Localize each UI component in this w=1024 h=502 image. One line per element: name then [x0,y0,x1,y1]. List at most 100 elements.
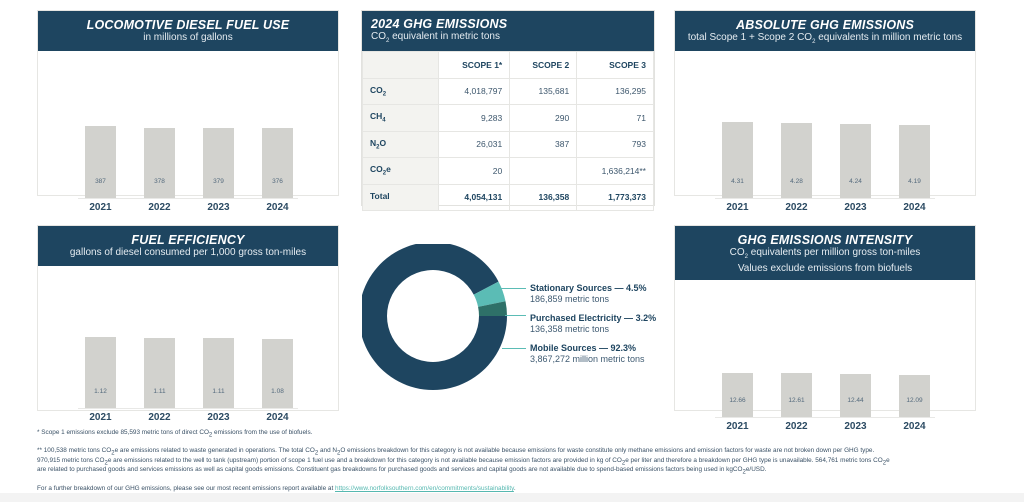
footnote-text: * Scope 1 emissions exclude 85,593 metri… [37,429,209,436]
row-label-text: Total [370,190,390,201]
footnote-text: e per liter and therefore a breakdown pe… [625,456,883,464]
bar-2022 [781,373,812,417]
table-cell [509,157,578,185]
row-label-suffix: O [379,137,387,148]
bar-2024 [899,375,930,417]
x-tick-label: 2023 [207,412,230,423]
table-cell: 26,031 [437,130,511,158]
table-cell: 20 [437,157,511,185]
bar-value-label: 4.28 [790,178,803,185]
x-tick-label: 2023 [207,202,230,213]
table-cell: 9,283 [437,104,511,132]
fuel-efficiency-card: FUEL EFFICIENCY gallons of diesel consum… [37,225,339,423]
slice-name: Purchased Electricity [530,313,622,323]
x-tick-label: 2022 [785,421,808,432]
subtitle-text: equivalent in metric tons [389,31,500,42]
bar-2024 [262,339,293,408]
bar-2024 [262,128,293,198]
subscript: 2 [382,171,387,178]
footnote-report-link-line: For a further breakdown of our GHG emiss… [37,484,516,494]
bar-2022 [144,337,175,408]
bar-value-label: 12.44 [847,397,864,404]
subscript: 2 [742,469,746,476]
legend-label: Mobile Sources — 92.3% [530,343,645,354]
fuel-use-title: LOCOMOTIVE DIESEL FUEL USE [86,18,290,32]
donut-slice-mobile [362,244,507,390]
x-tick-label: 2024 [903,421,926,432]
table-row: N2O 26,031 387 793 [362,130,654,158]
sustainability-report-link[interactable]: https://www.norfolksouthern.com/en/commi… [335,485,514,492]
table-cell: 793 [576,130,654,158]
bar-value-label: 12.66 [729,397,746,404]
row-label: CO2e [362,157,439,185]
column-header-scope1: SCOPE 1* [437,51,511,79]
bar-2021 [85,126,116,198]
table-row: CO2e 20 1,636,214** [362,157,654,185]
subscript: 2 [744,254,749,260]
x-tick-label: 2024 [266,202,289,213]
bar-value-label: 379 [213,178,224,185]
ghg-table-header: 2024 GHG EMISSIONS CO2 equivalent in met… [362,11,654,51]
table-row: Total 4,054,131 136,358 1,773,373 [362,183,654,211]
x-tick-label: 2021 [89,412,112,423]
subscript: 2 [104,459,108,466]
bar-2021 [85,336,116,408]
slice-name: Mobile Sources [530,343,597,353]
absolute-ghg-card: ABSOLUTE GHG EMISSIONS total Scope 1 + S… [674,10,976,213]
separator: — [621,313,636,323]
bar-2021 [722,373,753,417]
fuel-efficiency-title: FUEL EFFICIENCY [131,233,245,247]
fuel-efficiency-header: FUEL EFFICIENCY gallons of diesel consum… [38,226,338,266]
ghg-table-subtitle: CO2 equivalent in metric tons [371,31,645,47]
footnote-scope1: * Scope 1 emissions exclude 85,593 metri… [37,428,312,441]
slice-percent: 4.5% [626,283,647,293]
footnote-text: 970,915 metric tons CO [37,456,105,464]
footnote-text: e/USD. [745,466,767,473]
subscript: 2 [111,450,115,457]
subtitle-text: CO [371,31,386,42]
row-label-text: N [370,137,377,148]
footnote-text: emissions from the use of biofuels. [212,429,313,436]
x-tick-label: 2024 [266,412,289,423]
subscript: 2 [812,39,816,45]
bottom-strip [0,493,1024,502]
subscript: 2 [621,459,626,466]
subscript: 2 [314,450,319,457]
bar-value-label: 1.11 [153,388,166,395]
subscript: 4 [382,118,386,125]
ghg-intensity-subtitle2: Values exclude emissions from biofuels [737,263,913,274]
subtitle-text: equivalents in million metric tons [815,32,963,43]
footnote-scope3-line2: 970,915 metric tons CO2e are emissions r… [37,456,890,469]
ghg-emissions-table: SCOPE 1* SCOPE 2 SCOPE 3 CO2 4,018,797 135… [362,51,654,211]
subscript: 2 [376,144,380,151]
x-axis-line [715,198,935,199]
footnote-scope3-line3: are related to purchased goods and servi… [37,465,766,478]
table-cell: 1,636,214** [576,157,654,185]
row-label: N2O [362,130,439,158]
x-tick-label: 2021 [726,202,749,213]
legend-item: Purchased Electricity — 3.2% 136,358 metr… [530,313,656,335]
column-header-scope3: SCOPE 3 [576,51,654,79]
column-header-scope2: SCOPE 2 [509,51,578,79]
bar-2021 [722,122,753,198]
footnote-text: e [886,456,890,464]
subscript: 2 [382,91,387,98]
separator: — [596,343,611,353]
subtitle-text: equivalents per million gross ton-miles [748,247,921,258]
x-tick-label: 2021 [726,421,749,432]
table-cell: 387 [509,130,578,158]
table-cell: 136,295 [576,77,654,105]
subscript: 2 [208,432,213,439]
bar-2024 [899,124,930,198]
absolute-ghg-title: ABSOLUTE GHG EMISSIONS [735,18,915,32]
bar-2023 [840,373,871,417]
footnote-text: are related to purchased goods and servi… [37,466,743,473]
legend-detail: 186,859 metric tons [530,294,610,304]
footnote-text: O emissions breakdown for this category … [340,447,875,454]
footnote-text: and N [318,447,338,454]
legend-detail: 3,867,272 million metric tons [530,354,645,364]
bar-value-label: 1.11 [212,388,225,395]
footnote-text: e are emissions related to waste generat… [114,447,315,454]
legend-label: Purchased Electricity — 3.2% [530,313,656,324]
bar-value-label: 376 [272,178,283,185]
